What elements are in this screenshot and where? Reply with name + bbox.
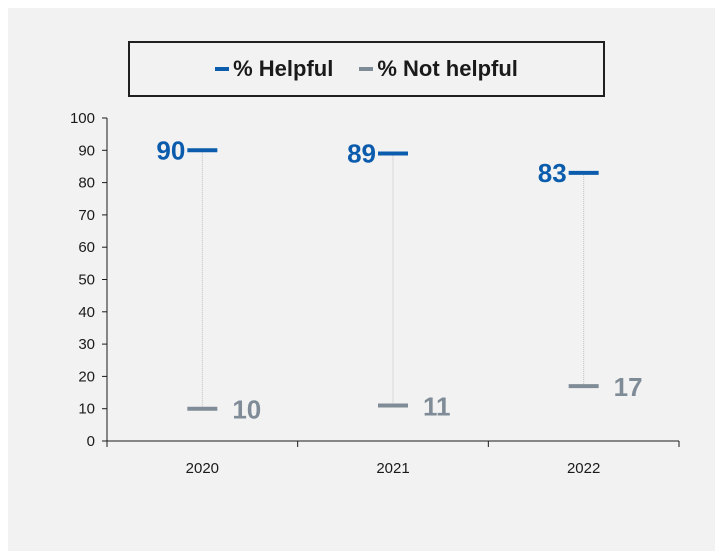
helpful-data-label: 90 — [156, 135, 185, 165]
y-tick-label: 80 — [78, 175, 95, 192]
y-tick-label: 60 — [78, 239, 95, 256]
x-tick-label: 2022 — [567, 460, 600, 477]
not-helpful-data-label: 11 — [423, 391, 451, 421]
legend-swatch-not-helpful — [359, 67, 374, 71]
y-tick-label: 10 — [78, 401, 95, 418]
y-tick-label: 90 — [78, 142, 95, 159]
legend-swatch-helpful — [215, 67, 230, 71]
x-tick-label: 2021 — [376, 460, 409, 477]
x-tick-label: 2020 — [186, 460, 219, 477]
not-helpful-data-label: 17 — [614, 372, 643, 402]
y-tick-label: 50 — [78, 272, 95, 289]
y-tick-label: 40 — [78, 304, 95, 321]
y-tick-label: 70 — [78, 207, 95, 224]
y-tick-label: 0 — [87, 433, 95, 450]
chart-legend: % Helpful % Not helpful — [128, 41, 605, 97]
y-tick-label: 20 — [78, 368, 95, 385]
legend-item-helpful: % Helpful — [215, 56, 333, 82]
helpful-data-label: 89 — [347, 139, 376, 169]
helpful-data-label: 83 — [538, 158, 567, 188]
legend-label-helpful: % Helpful — [233, 56, 334, 81]
legend-label-not-helpful: % Not helpful — [377, 56, 518, 81]
y-tick-label: 30 — [78, 336, 95, 353]
not-helpful-data-label: 10 — [232, 395, 261, 425]
y-tick-label: 100 — [70, 110, 95, 127]
chart-panel — [8, 8, 715, 551]
legend-item-not-helpful: % Not helpful — [359, 56, 518, 82]
